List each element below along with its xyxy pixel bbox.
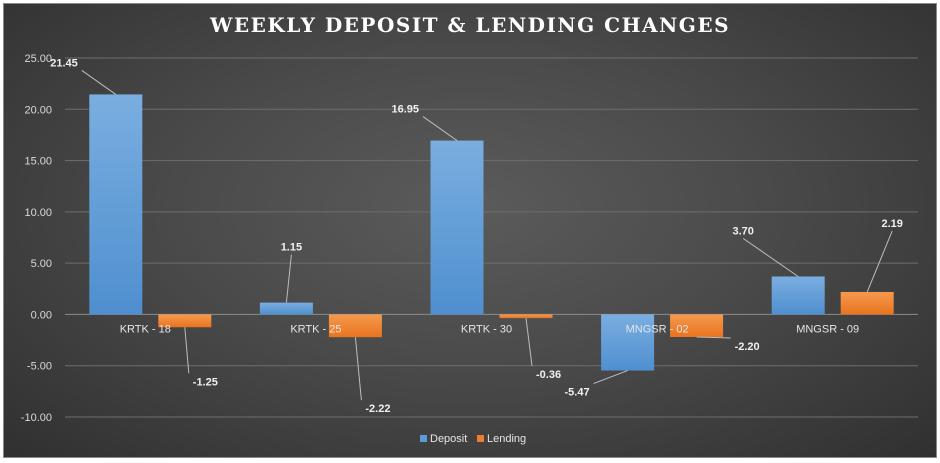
- legend-swatch-lending: [477, 435, 484, 442]
- y-tick-label: 15.00: [24, 156, 52, 168]
- data-label-leader: [742, 238, 799, 277]
- data-labels: 21.45 1.15 16.95 -5.47 3.70 -1.25 -2.22 -0.36 -2…: [50, 57, 903, 415]
- lending-bar[interactable]: [840, 291, 894, 315]
- y-axis: 25.00 20.00 15.00 10.00 5.00 0.00 -5.00 -10.00: [21, 53, 52, 424]
- data-label-leader: [422, 116, 458, 141]
- data-label: 2.19: [881, 218, 902, 230]
- data-label: -1.25: [193, 376, 218, 388]
- data-label: 16.95: [391, 104, 419, 116]
- y-tick-label: -10.00: [21, 412, 52, 424]
- y-tick-label: 10.00: [24, 207, 52, 219]
- legend-label-deposit: Deposit: [430, 433, 467, 445]
- lending-bar[interactable]: [499, 314, 553, 319]
- category-label: KRTK - 25: [290, 323, 341, 335]
- data-label-leader: [285, 254, 292, 303]
- gridlines: [65, 57, 918, 418]
- data-label-leader: [525, 318, 533, 367]
- chart-title: WEEKLY DEPOSIT & LENDING CHANGES: [209, 13, 730, 37]
- y-tick-label: 5.00: [31, 258, 52, 270]
- deposit-bar[interactable]: [430, 140, 484, 315]
- category-label: MNGSR - 09: [796, 323, 859, 335]
- data-label: 3.70: [732, 225, 753, 237]
- data-label: 21.45: [50, 57, 78, 69]
- data-label: 1.15: [281, 242, 302, 254]
- category-label: KRTK - 18: [120, 323, 171, 335]
- leader-lines: [81, 70, 893, 401]
- legend-label-lending: Lending: [487, 433, 526, 445]
- data-label-leader: [866, 230, 893, 293]
- data-label-leader: [696, 336, 731, 339]
- lending-bar[interactable]: [670, 314, 724, 337]
- bars: [89, 94, 894, 371]
- lending-bar[interactable]: [158, 314, 212, 328]
- y-tick-label: 20.00: [24, 104, 52, 116]
- data-label-leader: [593, 370, 628, 385]
- data-label: -2.20: [735, 341, 760, 353]
- y-tick-label: -5.00: [27, 361, 52, 373]
- legend-swatch-deposit: [420, 435, 427, 442]
- y-tick-label: 25.00: [24, 53, 52, 65]
- category-label: MNGSR - 02: [626, 323, 689, 335]
- data-label-leader: [184, 327, 190, 374]
- y-tick-label: 0.00: [31, 309, 52, 321]
- data-label: -2.22: [365, 403, 390, 415]
- deposit-bar[interactable]: [89, 94, 143, 315]
- deposit-bar[interactable]: [771, 276, 825, 315]
- category-label: KRTK - 30: [461, 323, 512, 335]
- legend: Deposit Lending: [420, 433, 526, 445]
- data-label: -5.47: [565, 387, 590, 399]
- data-label: -0.36: [536, 369, 561, 381]
- deposit-bar[interactable]: [601, 314, 655, 371]
- x-axis: KRTK - 18 KRTK - 25 KRTK - 30 MNGSR - 02 MNG…: [120, 323, 859, 335]
- lending-bar[interactable]: [328, 314, 382, 338]
- deposit-bar[interactable]: [259, 302, 313, 315]
- data-label-leader: [354, 337, 362, 401]
- data-label-leader: [81, 70, 117, 95]
